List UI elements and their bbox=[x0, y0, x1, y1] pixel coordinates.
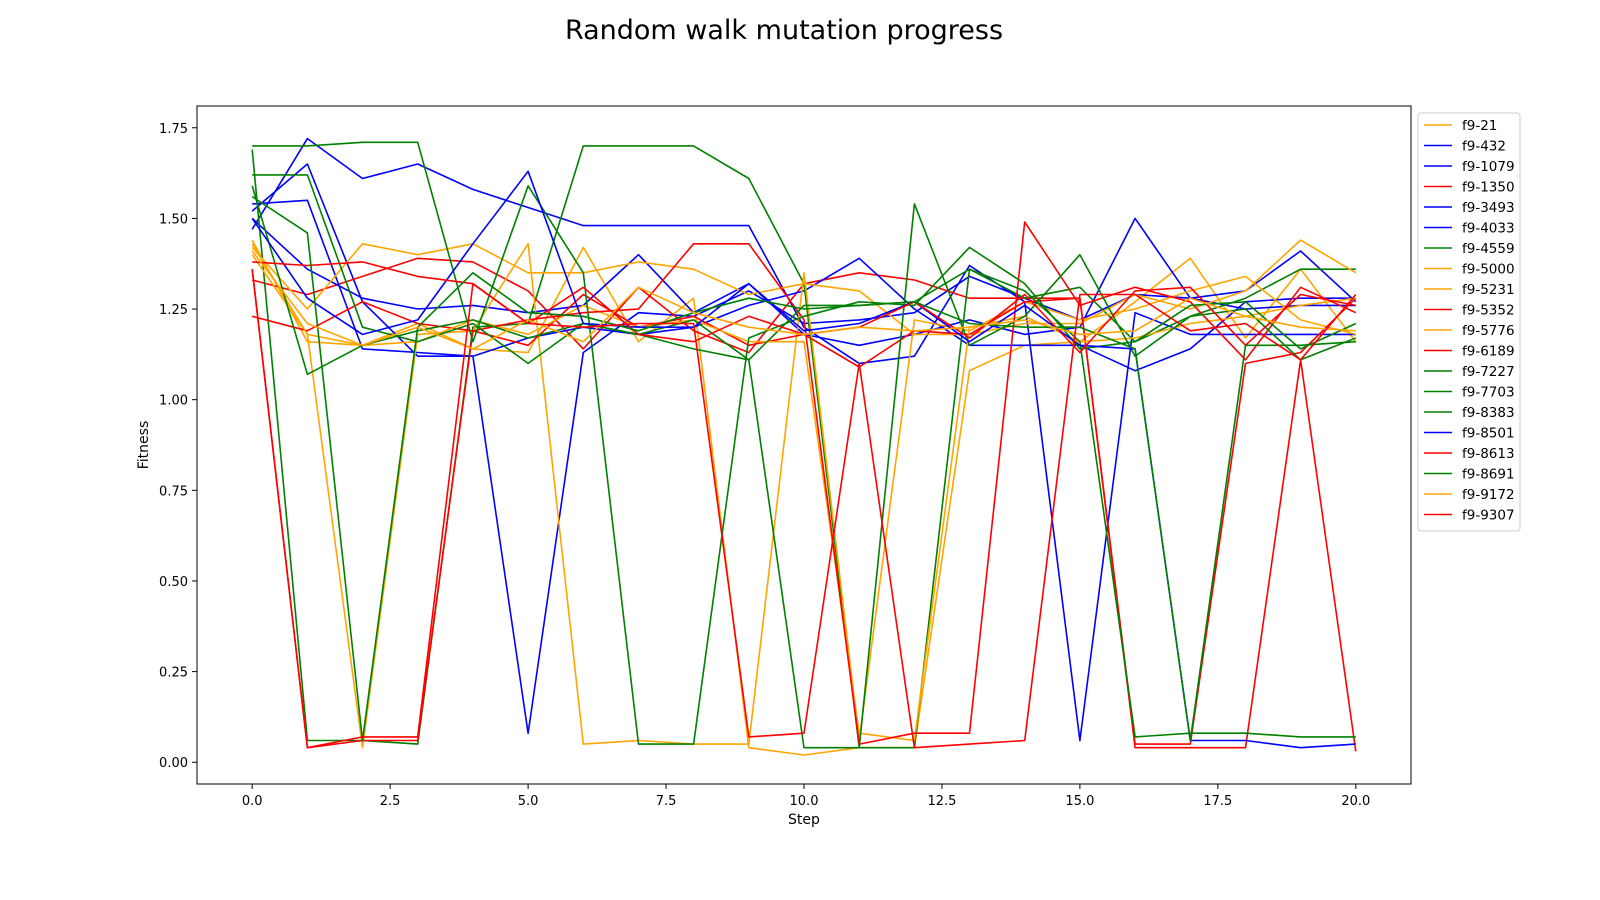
legend-label: f9-7703 bbox=[1462, 385, 1515, 401]
legend-label: f9-9307 bbox=[1462, 508, 1515, 524]
series-line-f9-7703 bbox=[252, 174, 1357, 749]
series-line-f9-8691 bbox=[251, 195, 1356, 742]
y-tick-label: 0.50 bbox=[159, 575, 188, 590]
x-tick-label: 5.0 bbox=[518, 794, 539, 809]
y-axis-label: Fitness bbox=[136, 421, 152, 470]
series-line-f9-5352 bbox=[251, 293, 1357, 745]
series-line-f9-432 bbox=[251, 163, 1357, 735]
legend-label: f9-1350 bbox=[1462, 180, 1515, 196]
legend-label: f9-5000 bbox=[1462, 262, 1515, 278]
x-tick-label: 0.0 bbox=[242, 794, 263, 809]
legend-label: f9-8691 bbox=[1462, 467, 1515, 483]
y-tick-label: 1.50 bbox=[159, 212, 188, 227]
y-tick-label: 1.00 bbox=[159, 394, 188, 409]
legend: f9-21 f9-432 f9-1079 f9-1350 f9-3493 f9-4033 f… bbox=[1417, 112, 1521, 532]
x-tick-label: 7.5 bbox=[656, 794, 677, 809]
legend-label: f9-8383 bbox=[1462, 405, 1515, 421]
y-tick-label: 0.25 bbox=[159, 666, 188, 681]
series-line-f9-4559 bbox=[251, 145, 1356, 749]
x-tick-label: 17.5 bbox=[1203, 794, 1232, 809]
legend-label: f9-7227 bbox=[1462, 364, 1515, 380]
x-axis: 0.0 2.5 5.0 7.5 10.0 12.5 15.0 17.5 20.0 bbox=[242, 784, 1370, 809]
x-tick-label: 20.0 bbox=[1341, 794, 1370, 809]
y-tick-label: 1.75 bbox=[159, 122, 188, 137]
legend-label: f9-3493 bbox=[1462, 200, 1515, 216]
series-line-f9-9172 bbox=[251, 250, 1356, 350]
series-line-f9-8383 bbox=[252, 141, 1357, 745]
x-tick-label: 12.5 bbox=[927, 794, 956, 809]
y-axis: 0.00 0.25 0.50 0.75 1.00 1.25 1.50 1.75 bbox=[159, 122, 197, 771]
legend-label: f9-1079 bbox=[1462, 159, 1515, 175]
legend-label: f9-8613 bbox=[1462, 446, 1515, 462]
legend-label: f9-9172 bbox=[1462, 487, 1515, 503]
series-line-f9-7227 bbox=[251, 185, 1356, 738]
y-tick-label: 0.75 bbox=[159, 484, 188, 499]
legend-label: f9-5231 bbox=[1462, 282, 1515, 298]
series-line-f9-5776 bbox=[251, 243, 1356, 742]
series-line-f9-9307 bbox=[251, 269, 1357, 749]
plot-lines bbox=[251, 137, 1357, 756]
x-tick-label: 10.0 bbox=[790, 794, 819, 809]
y-tick-label: 1.25 bbox=[159, 303, 188, 318]
y-tick-label: 0.00 bbox=[159, 756, 188, 771]
x-tick-label: 15.0 bbox=[1065, 794, 1094, 809]
legend-label: f9-8501 bbox=[1462, 426, 1515, 442]
series-line-f9-6189 bbox=[251, 221, 1357, 749]
series-line-f9-3493 bbox=[252, 199, 1356, 372]
legend-label: f9-4033 bbox=[1462, 221, 1515, 237]
plot-frame bbox=[196, 105, 1412, 785]
series-line-f9-5000 bbox=[251, 239, 1357, 336]
legend-box bbox=[1417, 112, 1521, 532]
x-tick-label: 2.5 bbox=[380, 794, 401, 809]
legend-label: f9-5352 bbox=[1462, 303, 1515, 319]
series-line-f9-21 bbox=[251, 239, 1357, 756]
legend-label: f9-5776 bbox=[1462, 323, 1515, 339]
legend-label: f9-4559 bbox=[1462, 241, 1515, 257]
legend-label: f9-432 bbox=[1462, 139, 1506, 155]
legend-label: f9-6189 bbox=[1462, 344, 1515, 360]
chart-title: Random walk mutation progress bbox=[565, 15, 1003, 46]
x-axis-label: Step bbox=[788, 812, 820, 828]
series-line-f9-1079 bbox=[251, 137, 1356, 742]
legend-label: f9-21 bbox=[1462, 118, 1497, 134]
